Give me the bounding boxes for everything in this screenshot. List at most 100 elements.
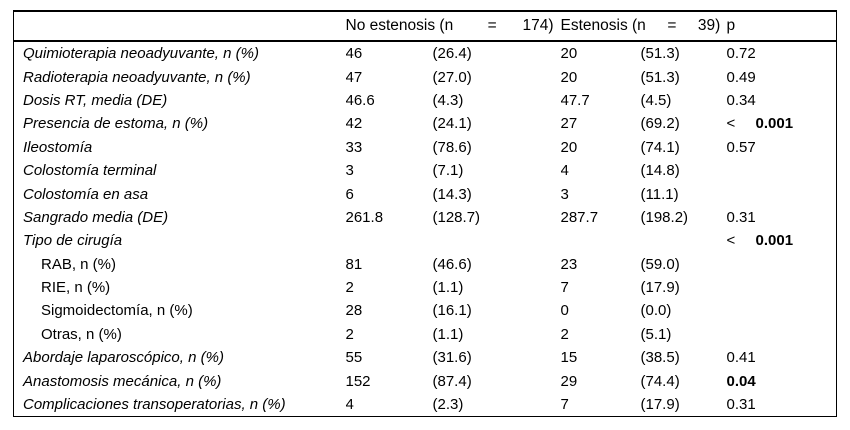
no-estenosis-pct: (14.3) bbox=[432, 185, 472, 203]
p-number: 0.41 bbox=[726, 349, 756, 367]
table-body: Quimioterapia neoadyuvante, n (%) 46 (26… bbox=[14, 41, 837, 417]
row-label: Radioterapia neoadyuvante, n (%) bbox=[23, 68, 251, 86]
no-estenosis-pct: (1.1) bbox=[432, 325, 464, 343]
row-label: Sigmoidectomía, n (%) bbox=[41, 302, 193, 320]
estenosis-pct: (51.3) bbox=[640, 68, 680, 86]
no-estenosis-n: 152 bbox=[345, 372, 371, 390]
table-row: Colostomía en asa 6 (14.3) 3 (11.1) bbox=[14, 182, 837, 205]
table-row: Complicaciones transoperatorias, n (%) 4… bbox=[14, 393, 837, 417]
p-cell: 0.31 bbox=[727, 206, 837, 229]
row-label: RAB, n (%) bbox=[41, 255, 117, 273]
p-number: 0.001 bbox=[755, 115, 794, 133]
no-estenosis-pct: (31.6) bbox=[432, 349, 472, 367]
p-number: 0.001 bbox=[755, 232, 794, 250]
estenosis-n bbox=[561, 229, 641, 252]
table-row: Dosis RT, media (DE) 46.6 (4.3) 47.7 (4.… bbox=[14, 89, 837, 112]
p-cell bbox=[727, 299, 837, 322]
estenosis-pct: (5.1) bbox=[640, 325, 672, 343]
estenosis-pct: (38.5) bbox=[640, 349, 680, 367]
p-number: 0.49 bbox=[726, 68, 756, 86]
no-estenosis-pct: (27.0) bbox=[432, 68, 472, 86]
no-estenosis-pct: (87.4) bbox=[432, 372, 472, 390]
statistics-table-container: No estenosis (n = 174) Estenosis (n = 39… bbox=[13, 10, 837, 418]
row-label: Complicaciones transoperatorias, n (%) bbox=[23, 396, 286, 414]
row-label: Otras, n (%) bbox=[41, 325, 122, 343]
p-cell: 0.49 bbox=[727, 65, 837, 88]
no-estenosis-pct: (7.1) bbox=[432, 162, 464, 180]
p-cell bbox=[727, 182, 837, 205]
table-row: Radioterapia neoadyuvante, n (%) 47 (27.… bbox=[14, 65, 837, 88]
table-row: Tipo de cirugía <0.001 bbox=[14, 229, 837, 252]
no-estenosis-n: 46.6 bbox=[345, 91, 375, 109]
p-prefix: < bbox=[726, 115, 736, 133]
no-estenosis-pct: (4.3) bbox=[432, 91, 464, 109]
no-estenosis-pct: (26.4) bbox=[432, 45, 472, 63]
p-number: 0.31 bbox=[726, 396, 756, 414]
row-label: Quimioterapia neoadyuvante, n (%) bbox=[23, 45, 259, 63]
table-row: Abordaje laparoscópico, n (%) 55 (31.6) … bbox=[14, 346, 837, 369]
estenosis-n: 20 bbox=[560, 138, 578, 156]
row-label: Colostomía terminal bbox=[23, 162, 157, 180]
estenosis-n: 29 bbox=[560, 372, 578, 390]
table-row: RAB, n (%) 81 (46.6) 23 (59.0) bbox=[14, 253, 837, 276]
row-label: Colostomía en asa bbox=[23, 185, 149, 203]
table-row: Quimioterapia neoadyuvante, n (%) 46 (26… bbox=[14, 41, 837, 65]
no-estenosis-n: 2 bbox=[345, 325, 354, 343]
estenosis-n: 20 bbox=[560, 68, 578, 86]
p-cell: 0.41 bbox=[727, 346, 837, 369]
no-estenosis-n: 55 bbox=[345, 349, 363, 367]
no-estenosis-n: 261.8 bbox=[345, 208, 384, 226]
estenosis-pct: (51.3) bbox=[640, 45, 680, 63]
row-label: Ileostomía bbox=[23, 138, 93, 156]
estenosis-n: 0 bbox=[560, 302, 569, 320]
p-cell: <0.001 bbox=[727, 112, 837, 135]
estenosis-pct: (198.2) bbox=[640, 208, 689, 226]
p-cell bbox=[727, 276, 837, 299]
row-label: Sangrado media (DE) bbox=[23, 208, 169, 226]
p-cell: 0.57 bbox=[727, 136, 837, 159]
row-label: Presencia de estoma, n (%) bbox=[23, 115, 209, 133]
table-row: Anastomosis mecánica, n (%) 152 (87.4) 2… bbox=[14, 369, 837, 392]
row-label: RIE, n (%) bbox=[41, 279, 111, 297]
no-estenosis-pct: (24.1) bbox=[432, 115, 472, 133]
estenosis-pct: (74.4) bbox=[640, 372, 680, 390]
p-cell: 0.72 bbox=[727, 41, 837, 65]
no-estenosis-pct: (128.7) bbox=[432, 208, 481, 226]
p-number: 0.31 bbox=[726, 208, 756, 226]
estenosis-n: 20 bbox=[560, 45, 578, 63]
estenosis-n: 4 bbox=[560, 162, 569, 180]
header-estenosis: Estenosis (n = 39) bbox=[560, 11, 727, 42]
estenosis-n: 47.7 bbox=[560, 91, 590, 109]
p-cell bbox=[727, 323, 837, 346]
table-header-row: No estenosis (n = 174) Estenosis (n = 39… bbox=[13, 11, 837, 42]
p-number: 0.72 bbox=[726, 45, 756, 63]
p-cell: 0.31 bbox=[727, 393, 837, 417]
estenosis-n: 287.7 bbox=[560, 208, 599, 226]
estenosis-n: 23 bbox=[560, 255, 578, 273]
estenosis-pct: (14.8) bbox=[640, 162, 680, 180]
table-row: Sangrado media (DE) 261.8 (128.7) 287.7 … bbox=[14, 206, 837, 229]
table-row: Sigmoidectomía, n (%) 28 (16.1) 0 (0.0) bbox=[14, 299, 837, 322]
p-prefix: < bbox=[726, 232, 736, 250]
statistics-table: No estenosis (n = 174) Estenosis (n = 39… bbox=[13, 10, 837, 418]
estenosis-pct: (4.5) bbox=[640, 91, 672, 109]
row-label: Abordaje laparoscópico, n (%) bbox=[23, 349, 224, 367]
no-estenosis-n: 81 bbox=[345, 255, 363, 273]
no-estenosis-n: 28 bbox=[345, 302, 363, 320]
no-estenosis-pct: (46.6) bbox=[432, 255, 472, 273]
no-estenosis-n: 46 bbox=[345, 45, 363, 63]
p-cell bbox=[727, 253, 837, 276]
estenosis-n: 2 bbox=[560, 325, 569, 343]
no-estenosis-pct: (2.3) bbox=[432, 396, 464, 414]
no-estenosis-n: 3 bbox=[345, 162, 354, 180]
estenosis-n: 3 bbox=[560, 185, 569, 203]
no-estenosis-n: 4 bbox=[345, 396, 354, 414]
no-estenosis-n: 2 bbox=[345, 279, 354, 297]
table-row: Ileostomía 33 (78.6) 20 (74.1) 0.57 bbox=[14, 136, 837, 159]
p-number: 0.04 bbox=[726, 372, 756, 390]
p-cell: 0.04 bbox=[727, 369, 837, 392]
table-row: RIE, n (%) 2 (1.1) 7 (17.9) bbox=[14, 276, 837, 299]
estenosis-pct: (17.9) bbox=[640, 396, 680, 414]
no-estenosis-pct bbox=[433, 229, 561, 252]
estenosis-pct: (69.2) bbox=[640, 115, 680, 133]
